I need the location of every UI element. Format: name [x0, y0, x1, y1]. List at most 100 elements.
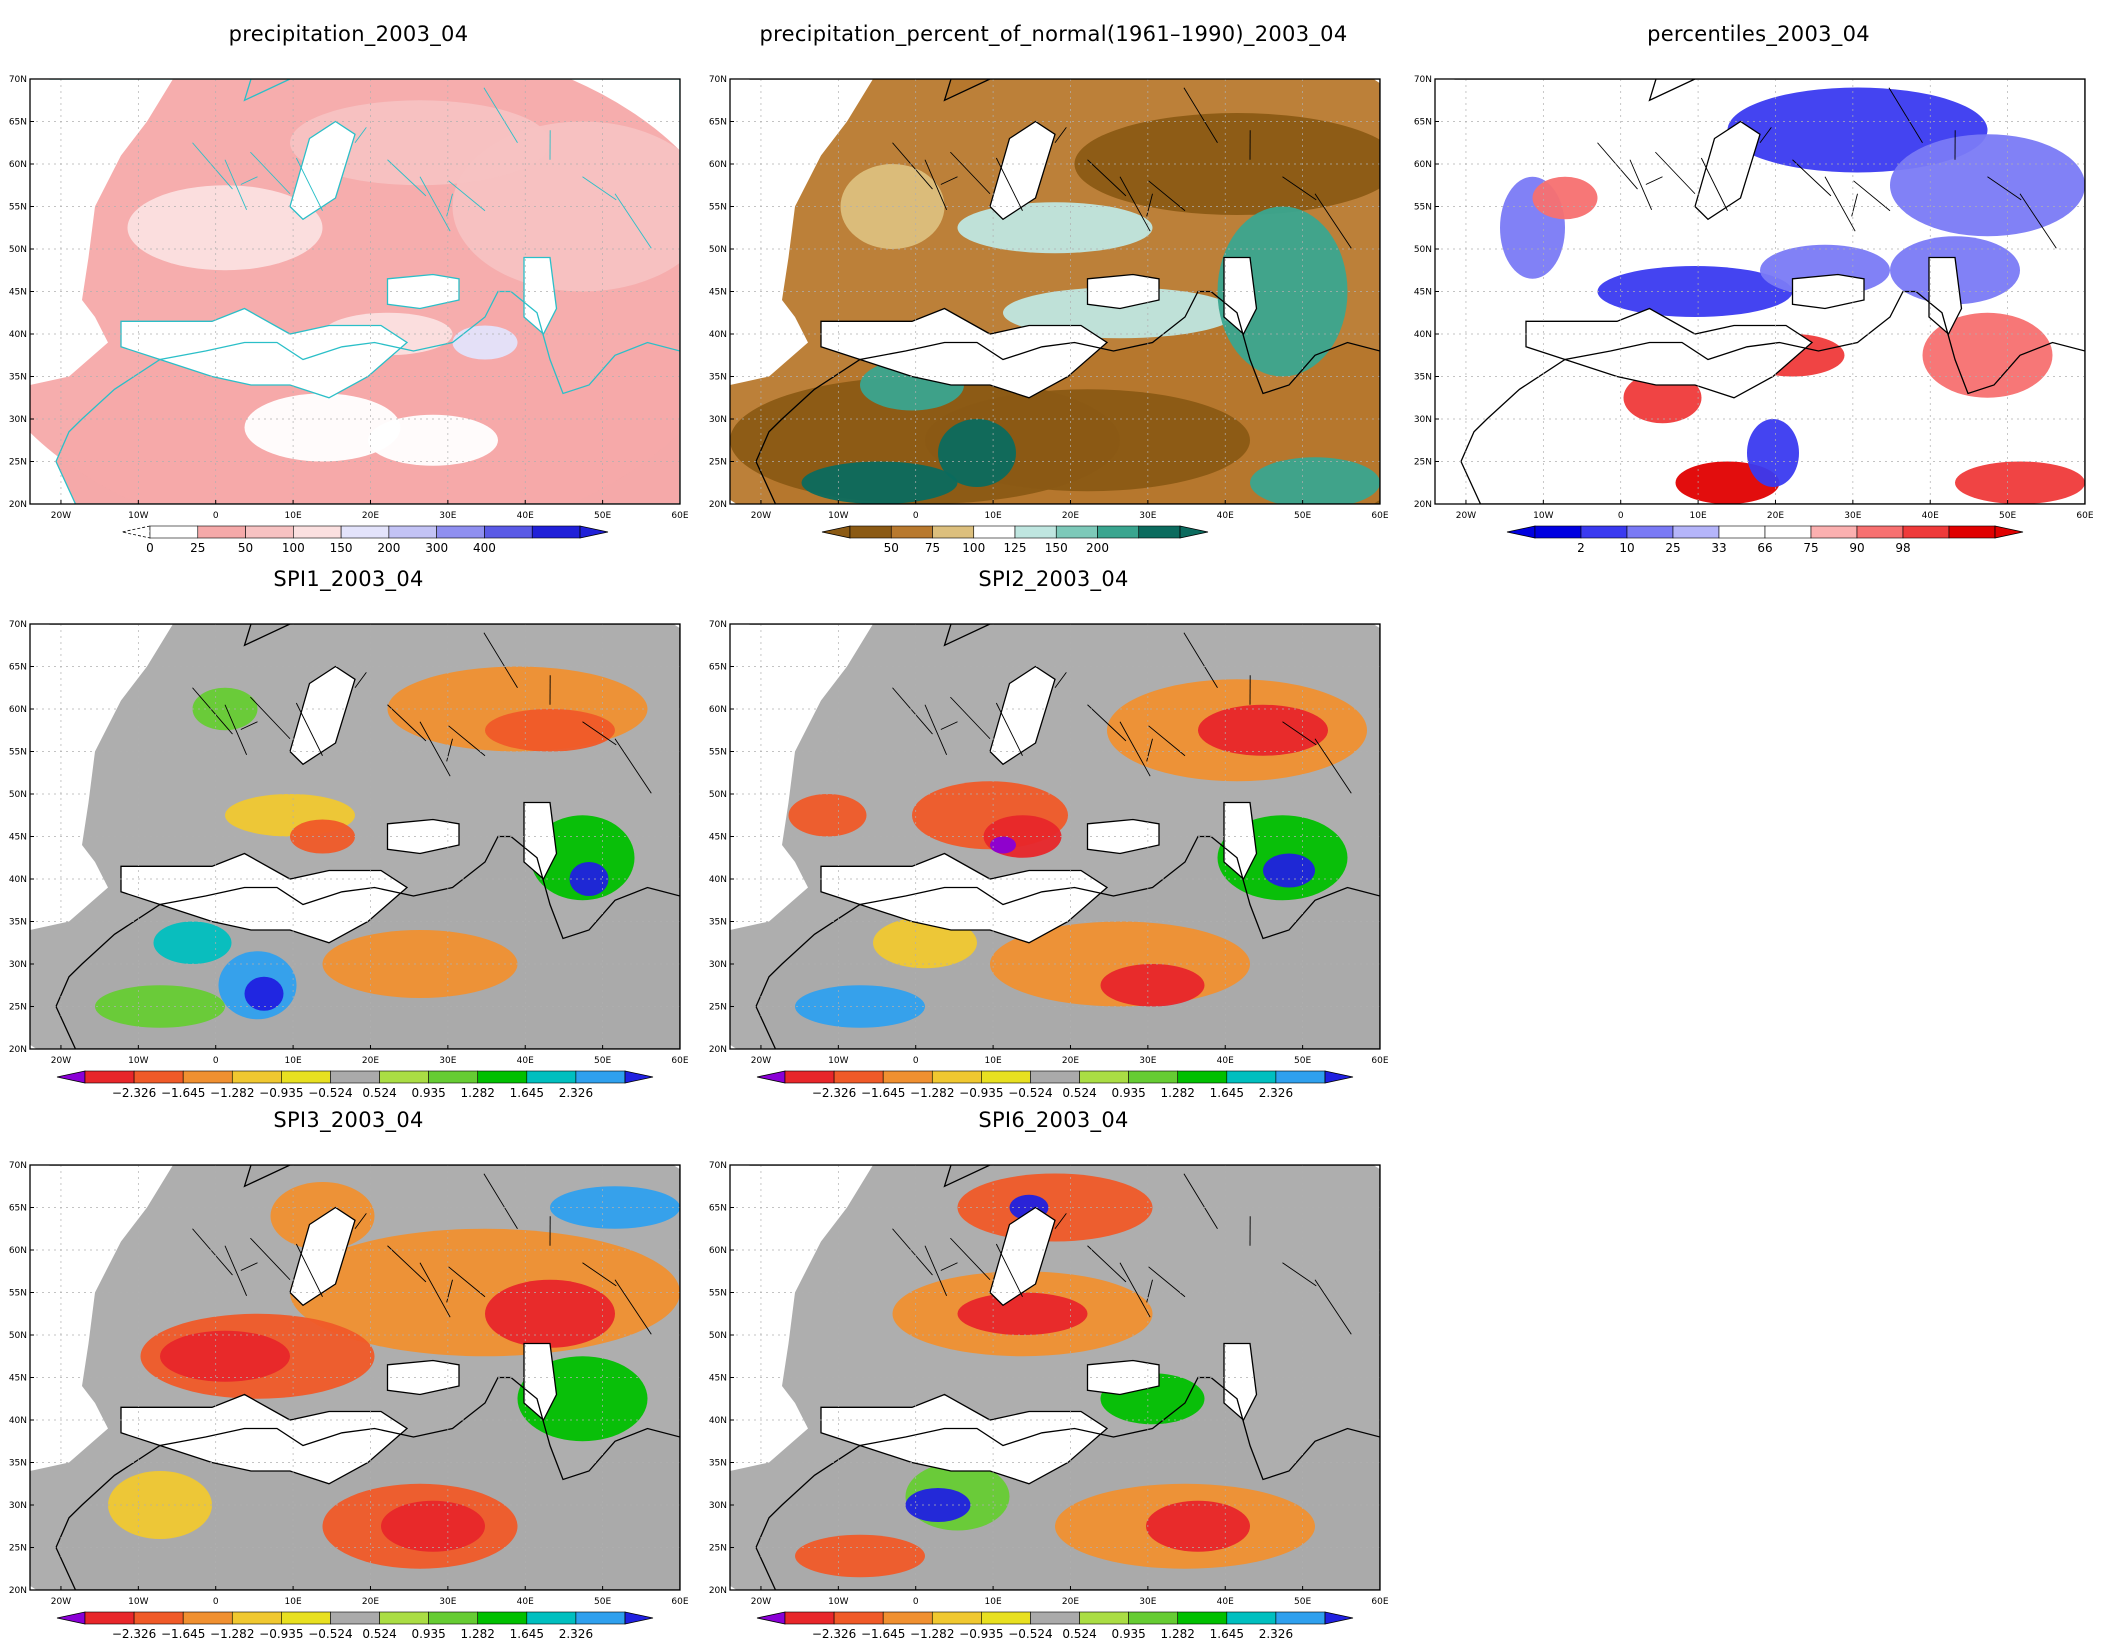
- colorbar-label: 33: [1711, 541, 1726, 552]
- colorbar-swatch: [85, 1612, 134, 1624]
- colorbar-label: 2.326: [1259, 1086, 1293, 1097]
- map-field: [700, 52, 1400, 552]
- contour-region: [485, 1280, 615, 1348]
- lon-tick-label: 0: [213, 1597, 219, 1607]
- colorbar-label: 66: [1757, 541, 1772, 552]
- colorbar-swatch: [232, 1612, 281, 1624]
- panel-title: precipitation_2003_04: [16, 22, 681, 46]
- colorbar-label: 0.935: [1111, 1086, 1145, 1097]
- colorbar-label: 25: [1665, 541, 1680, 552]
- colorbar-label: −1.645: [861, 1627, 905, 1638]
- colorbar-swatch: [281, 1071, 330, 1083]
- colorbar-right-arrow: [1325, 1071, 1353, 1083]
- lon-tick-label: 20W: [51, 511, 71, 521]
- colorbar-right-arrow: [1325, 1612, 1353, 1624]
- lat-tick-label: 55N: [1414, 203, 1432, 213]
- colorbar-swatch: [150, 526, 198, 538]
- colorbar-swatch: [1227, 1071, 1276, 1083]
- colorbar-swatch: [1098, 526, 1139, 538]
- colorbar-label: −1.282: [210, 1086, 254, 1097]
- colorbar-swatch: [1015, 526, 1056, 538]
- lat-tick-label: 35N: [9, 373, 27, 383]
- lat-tick-label: 30N: [9, 1501, 27, 1511]
- map-field: [0, 1138, 690, 1638]
- contour-region: [1955, 462, 2085, 505]
- lat-tick-label: 35N: [1414, 373, 1432, 383]
- lat-tick-label: 70N: [1414, 75, 1432, 85]
- contour-region: [795, 1535, 925, 1578]
- lat-tick-label: 20N: [709, 1586, 727, 1596]
- lon-tick-label: 50E: [1999, 511, 2016, 521]
- contour-region: [1101, 964, 1205, 1007]
- colorbar-swatch: [380, 1612, 429, 1624]
- lon-tick-label: 30E: [1139, 1597, 1156, 1607]
- colorbar-label: 150: [330, 541, 353, 552]
- lat-tick-label: 65N: [1414, 118, 1432, 128]
- contour-region: [906, 1488, 971, 1522]
- lon-tick-label: 60E: [2076, 511, 2093, 521]
- lon-tick-label: 50E: [594, 1056, 611, 1066]
- lat-tick-label: 55N: [9, 203, 27, 213]
- colorbar-label: 0: [146, 541, 154, 552]
- lat-tick-label: 40N: [1414, 330, 1432, 340]
- lon-tick-label: 40E: [1217, 1597, 1234, 1607]
- lon-tick-label: 10E: [985, 511, 1002, 521]
- colorbar-label: −2.326: [812, 1086, 856, 1097]
- lat-tick-label: 30N: [709, 415, 727, 425]
- contour-region: [381, 1501, 485, 1552]
- colorbar-swatch: [246, 526, 294, 538]
- colorbar-label: 2: [1577, 541, 1585, 552]
- lon-tick-label: 10W: [828, 1056, 848, 1066]
- lon-tick-label: 30E: [439, 511, 456, 521]
- lat-tick-label: 50N: [9, 245, 27, 255]
- lon-tick-label: 10E: [285, 1056, 302, 1066]
- lon-tick-label: 20E: [362, 511, 379, 521]
- lat-tick-label: 65N: [709, 118, 727, 128]
- panel-title: SPI2_2003_04: [716, 567, 1391, 591]
- colorbar-swatch: [281, 1612, 330, 1624]
- lon-tick-label: 50E: [594, 511, 611, 521]
- colorbar-swatch: [1227, 1612, 1276, 1624]
- colorbar-label: 90: [1849, 541, 1864, 552]
- map-field: [0, 52, 690, 547]
- colorbar-label: 300: [425, 541, 448, 552]
- lat-tick-label: 25N: [9, 1544, 27, 1554]
- lat-tick-label: 35N: [9, 918, 27, 928]
- colorbar-swatch: [933, 526, 974, 538]
- lat-tick-label: 30N: [1414, 415, 1432, 425]
- contour-region: [1890, 134, 2085, 236]
- lat-tick-label: 65N: [9, 118, 27, 128]
- lon-tick-label: 20E: [1062, 1597, 1079, 1607]
- lat-tick-label: 55N: [709, 1289, 727, 1299]
- colorbar-swatch: [183, 1071, 232, 1083]
- lon-tick-label: 10E: [285, 1597, 302, 1607]
- colorbar-left-arrow: [122, 526, 150, 538]
- lon-tick-label: 0: [213, 511, 219, 521]
- colorbar-swatch: [981, 1612, 1030, 1624]
- lon-tick-label: 10W: [828, 1597, 848, 1607]
- colorbar-swatch: [932, 1612, 981, 1624]
- map-field: [0, 597, 690, 1097]
- lon-tick-label: 20W: [751, 1597, 771, 1607]
- colorbar-left-arrow: [57, 1612, 85, 1624]
- lon-tick-label: 20W: [751, 1056, 771, 1066]
- lon-tick-label: 50E: [1294, 511, 1311, 521]
- lat-tick-label: 60N: [9, 705, 27, 715]
- lon-tick-label: 30E: [439, 1597, 456, 1607]
- lon-tick-label: 30E: [1139, 1056, 1156, 1066]
- colorbar-swatch: [437, 526, 485, 538]
- lat-tick-label: 25N: [1414, 458, 1432, 468]
- colorbar-label: −0.524: [1008, 1627, 1052, 1638]
- colorbar-swatch: [1903, 526, 1949, 538]
- lat-tick-label: 70N: [709, 620, 727, 630]
- lat-tick-label: 20N: [9, 1586, 27, 1596]
